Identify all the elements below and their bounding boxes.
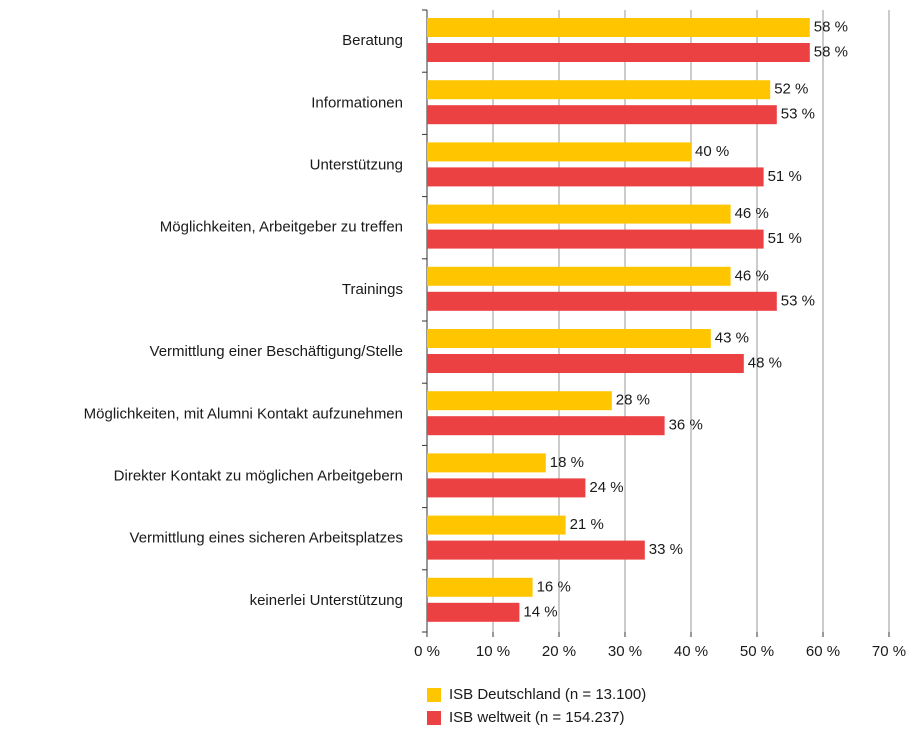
category-label: Beratung: [342, 32, 403, 49]
value-label: 28 %: [616, 392, 650, 409]
value-label: 16 %: [537, 578, 571, 595]
bar: [427, 515, 566, 535]
bar: [427, 577, 533, 597]
bar: [427, 602, 520, 622]
value-label: 21 %: [570, 516, 604, 533]
value-label: 43 %: [715, 329, 749, 346]
category-label: Möglichkeiten, mit Alumni Kontakt aufzun…: [84, 405, 403, 422]
legend-label: ISB Deutschland (n = 13.100): [449, 686, 646, 703]
bar: [427, 391, 612, 411]
bar: [427, 354, 744, 373]
legend-swatch: [427, 688, 441, 702]
bar: [427, 453, 546, 473]
category-label: Möglichkeiten, Arbeitgeber zu treffen: [160, 219, 403, 236]
x-tick-label: 40 %: [674, 643, 708, 660]
bar: [427, 478, 586, 498]
value-label: 48 %: [748, 354, 782, 371]
x-tick-label: 0 %: [414, 643, 440, 660]
legend-label: ISB weltweit (n = 154.237): [449, 709, 625, 726]
value-label: 51 %: [768, 230, 802, 247]
value-label: 58 %: [814, 18, 848, 35]
bar: [427, 43, 810, 62]
value-label: 46 %: [735, 205, 769, 222]
value-label: 53 %: [781, 106, 815, 123]
bar: [427, 416, 665, 436]
category-label: keinerlei Unterstützung: [250, 592, 403, 609]
category-label: Vermittlung einer Beschäftigung/Stelle: [150, 343, 403, 360]
value-label: 58 %: [814, 43, 848, 60]
category-label: Vermittlung eines sicheren Arbeitsplatze…: [130, 530, 403, 547]
value-label: 51 %: [768, 168, 802, 185]
legend-swatch: [427, 711, 441, 725]
bar: [427, 266, 731, 286]
value-label: 53 %: [781, 292, 815, 309]
category-label: Trainings: [342, 281, 403, 298]
value-label: 33 %: [649, 541, 683, 558]
bar: [427, 142, 691, 162]
value-label: 40 %: [695, 143, 729, 160]
x-tick-label: 70 %: [872, 643, 906, 660]
value-label: 36 %: [669, 417, 703, 434]
x-tick-label: 50 %: [740, 643, 774, 660]
x-tick-label: 20 %: [542, 643, 576, 660]
value-label: 24 %: [589, 479, 623, 496]
value-label: 52 %: [774, 81, 808, 98]
category-label: Informationen: [311, 94, 403, 111]
bar: [427, 204, 731, 224]
value-label: 46 %: [735, 267, 769, 284]
x-tick-label: 30 %: [608, 643, 642, 660]
x-tick-label: 10 %: [476, 643, 510, 660]
bar: [427, 80, 771, 100]
category-label: Direkter Kontakt zu möglichen Arbeitgebe…: [114, 467, 403, 484]
bar: [427, 329, 711, 348]
value-label: 18 %: [550, 454, 584, 471]
bar: [427, 540, 645, 560]
bar: [427, 18, 810, 37]
bar: [427, 229, 764, 249]
bar: [427, 167, 764, 187]
bar: [427, 291, 777, 311]
x-tick-label: 60 %: [806, 643, 840, 660]
category-label: Unterstützung: [310, 156, 403, 173]
bar: [427, 105, 777, 125]
value-label: 14 %: [523, 603, 557, 620]
